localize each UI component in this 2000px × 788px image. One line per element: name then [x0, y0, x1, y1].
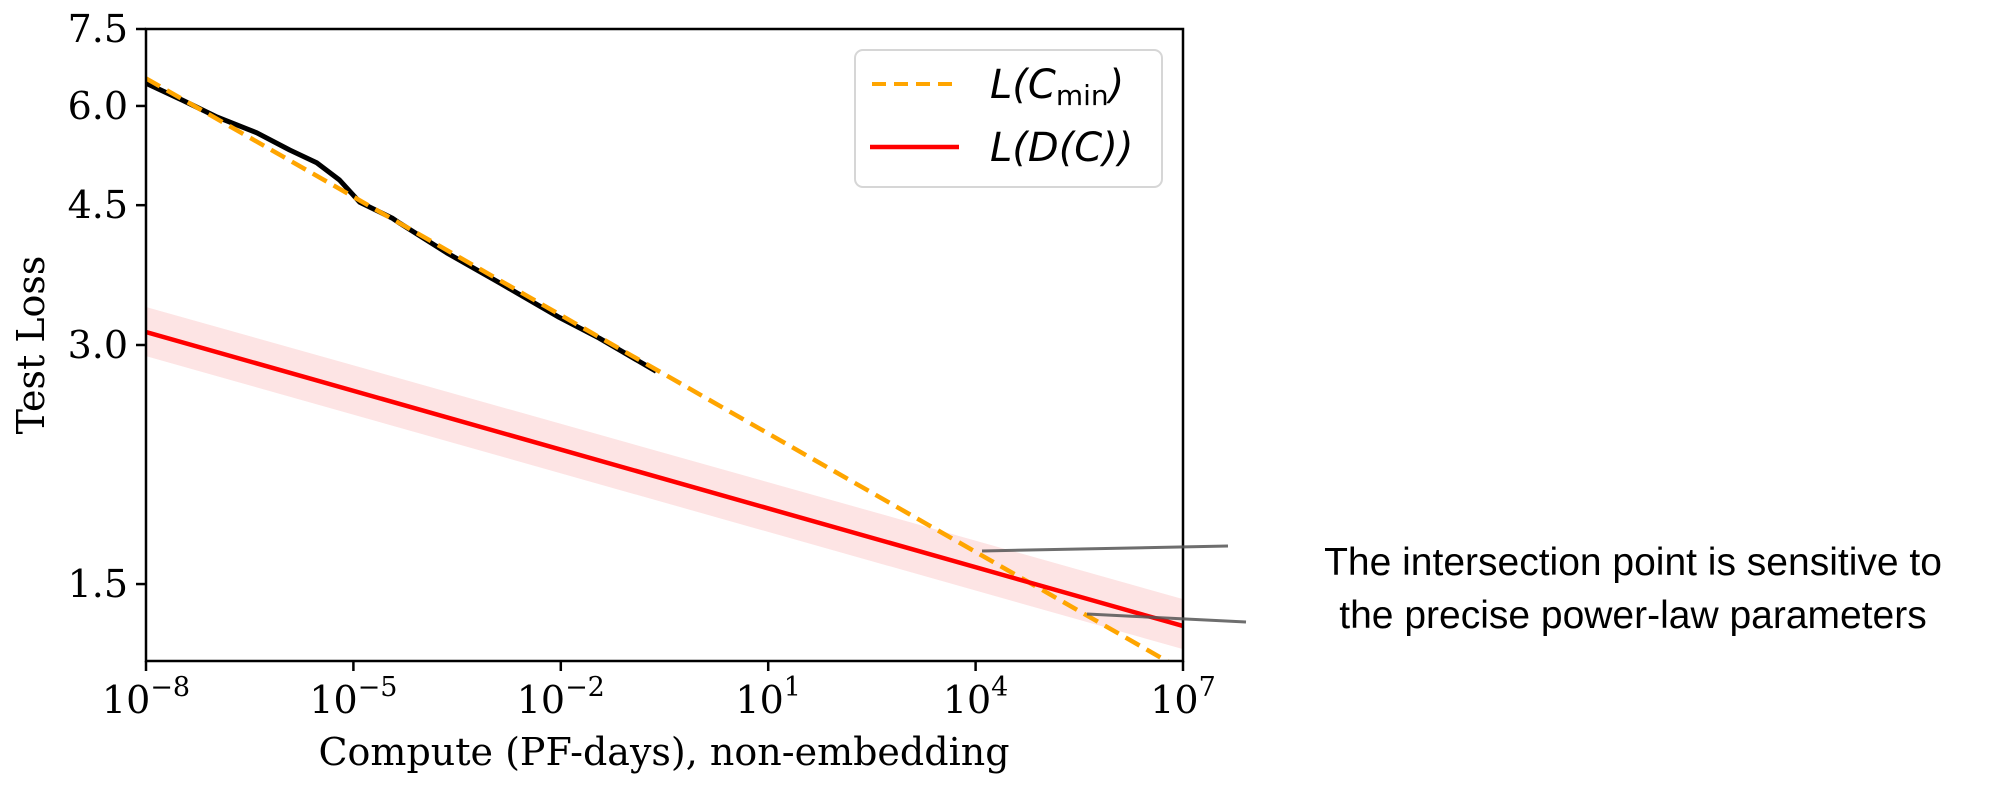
legend: L(Cmin) L(D(C)) — [854, 49, 1163, 188]
line-layer — [146, 76, 1183, 661]
x-axis-label: Compute (PF-days), non-embedding — [318, 730, 1009, 774]
y-tick-label: 7.5 — [68, 7, 128, 51]
lcmin-line — [146, 76, 1172, 661]
x-tick-label: 10−5 — [309, 672, 397, 722]
y-tick-label: 1.5 — [68, 562, 128, 606]
ldc-line — [146, 329, 1183, 629]
annotation-arrow-upper — [981, 544, 1229, 553]
x-tick-label: 104 — [943, 672, 1009, 722]
x-tick-label: 10−2 — [517, 672, 605, 722]
y-tick-label: 3.0 — [68, 323, 128, 367]
legend-label-lcmin: L(Cmin) — [990, 62, 1124, 112]
annotation-text-line-2: the precise power-law parameters — [1339, 594, 1926, 637]
annotation: The intersection point is sensitive to t… — [981, 541, 1942, 637]
x-tick-label: 107 — [1150, 672, 1216, 722]
annotation-text-line-1: The intersection point is sensitive to — [1324, 541, 1942, 584]
y-tick-label: 4.5 — [68, 183, 128, 227]
y-axis: 1.5 3.0 4.5 6.0 7.5 — [68, 7, 146, 606]
y-tick-label: 6.0 — [68, 84, 128, 128]
y-axis-label: Test Loss — [9, 256, 53, 435]
x-tick-label: 101 — [735, 672, 801, 722]
x-axis: 10−8 10−5 10−2 101 104 107 — [102, 661, 1216, 722]
x-tick-label: 10−8 — [102, 672, 190, 722]
legend-box — [854, 49, 1163, 188]
empirical-loss-curve — [146, 80, 658, 374]
legend-label-ldc: L(D(C)) — [990, 125, 1133, 171]
annotation-arrow-lower — [1086, 612, 1247, 624]
